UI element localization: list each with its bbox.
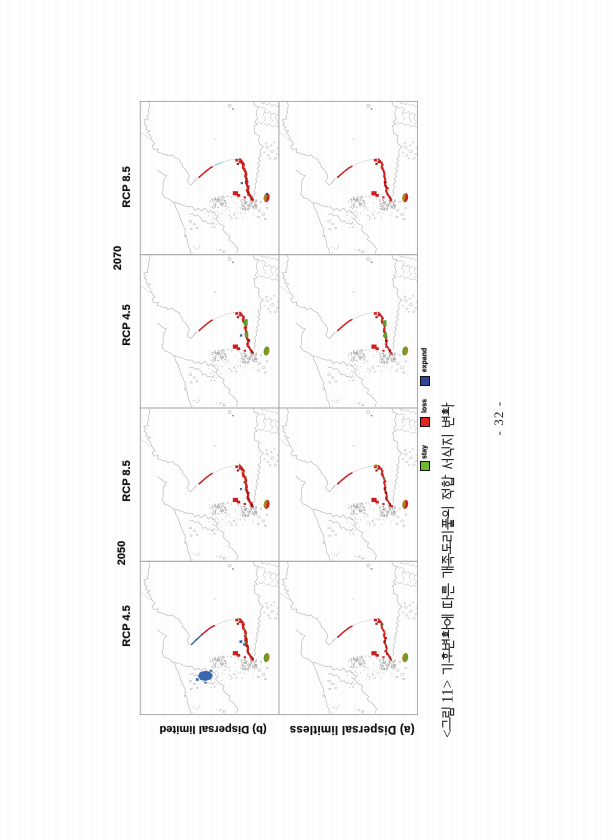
svg-text:<: < xyxy=(440,729,457,738)
svg-text:11>: 11> xyxy=(440,680,457,703)
svg-text:- 32 -: - 32 - xyxy=(491,401,506,436)
